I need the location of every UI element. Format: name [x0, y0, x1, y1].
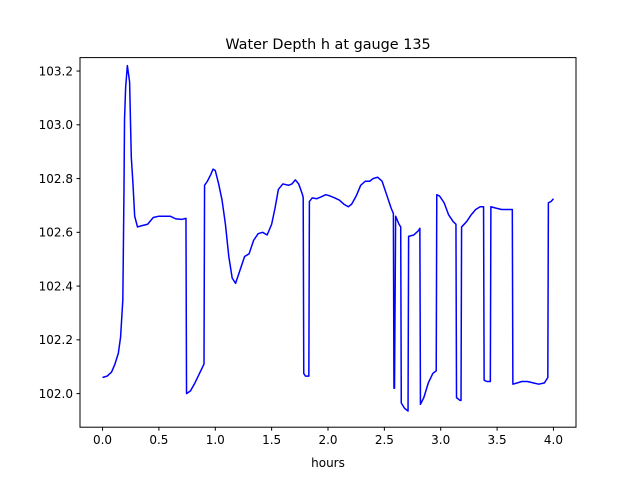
x-tick-label: 1.0: [206, 433, 225, 447]
x-tick-label: 0.5: [149, 433, 168, 447]
y-tick-label: 102.4: [39, 279, 73, 293]
y-tick-label: 103.2: [39, 64, 73, 78]
y-tick-label: 102.8: [39, 172, 73, 186]
x-tick-label: 3.0: [431, 433, 450, 447]
y-tick-label: 102.0: [39, 387, 73, 401]
plot-area: [80, 57, 576, 428]
y-tick-label: 102.2: [39, 333, 73, 347]
y-tick-label: 102.6: [39, 226, 73, 240]
y-axis-ticks: 102.0 102.2 102.4 102.6 102.8 103.0 103.2: [39, 64, 80, 401]
y-tick-label: 103.0: [39, 118, 73, 132]
x-tick-label: 0.0: [93, 433, 112, 447]
x-tick-label: 2.5: [375, 433, 394, 447]
plot-frame: [79, 57, 577, 428]
x-tick-label: 4.0: [544, 433, 563, 447]
x-axis-ticks: 0.0 0.5 1.0 1.5 2.0 2.5 3.0 3.5 4.0: [93, 427, 563, 447]
chart-title: Water Depth h at gauge 135: [225, 37, 430, 53]
x-axis-label: hours: [311, 456, 345, 470]
x-tick-label: 2.0: [318, 433, 337, 447]
series-line-0: [102, 64, 555, 412]
x-tick-label: 1.5: [262, 433, 281, 447]
series-layer: [102, 64, 555, 412]
x-tick-label: 3.5: [488, 433, 507, 447]
